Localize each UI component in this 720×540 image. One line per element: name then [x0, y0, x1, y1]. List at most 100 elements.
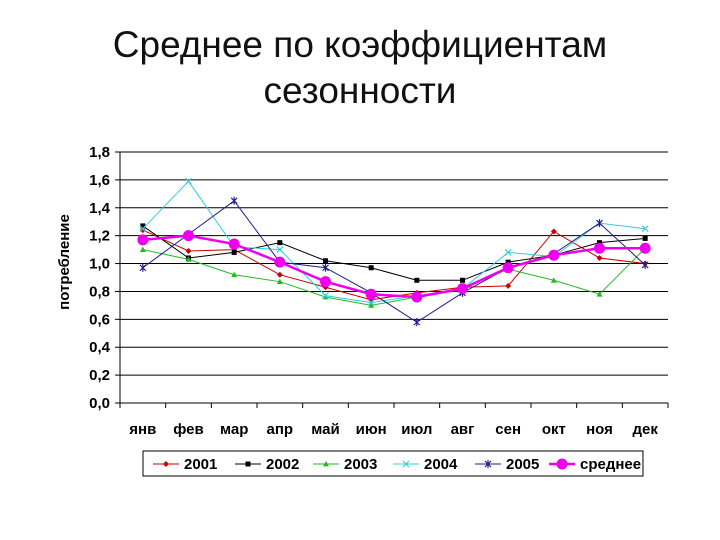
x-tick-label: ноя — [586, 421, 613, 438]
legend-label: 2003 — [344, 456, 377, 473]
legend-item-среднее: среднее — [549, 456, 641, 473]
series-2005 — [139, 196, 649, 327]
data-point — [550, 228, 557, 235]
data-point — [137, 234, 149, 246]
series-line — [142, 247, 646, 306]
chart-title: Среднее по коэффициентам сезонности — [0, 22, 720, 114]
x-tick-label: дек — [632, 421, 658, 438]
data-point — [322, 292, 329, 300]
data-point — [139, 225, 147, 233]
legend-item-2003: 2003 — [313, 456, 377, 473]
legend-label: 2001 — [184, 456, 217, 473]
data-point — [594, 242, 605, 254]
y-axis-ticks: 0,0 0,2 0,4 0,6 0,8 1,0 1,2 1,4 1,6 1,8 — [89, 144, 120, 412]
data-point — [484, 460, 492, 468]
series-line — [142, 180, 646, 304]
data-point — [139, 227, 146, 234]
data-point — [556, 458, 568, 470]
series-line — [142, 200, 646, 323]
data-point — [504, 248, 512, 256]
data-point — [320, 276, 331, 288]
y-tick-label: 0,0 — [89, 395, 110, 412]
data-point — [183, 230, 194, 242]
data-point — [639, 242, 651, 254]
x-tick-label: июн — [356, 421, 387, 438]
data-point — [185, 248, 192, 255]
data-point — [642, 235, 648, 241]
series-line — [142, 234, 646, 299]
x-tick-label: янв — [129, 421, 156, 438]
legend-label: среднее — [580, 456, 641, 473]
x-tick-label: апр — [267, 421, 294, 438]
data-point — [641, 225, 649, 233]
data-point — [276, 271, 283, 278]
data-point — [367, 299, 375, 307]
y-tick-label: 1,4 — [89, 200, 111, 217]
legend-label: 2002 — [266, 456, 299, 473]
y-tick-label: 0,2 — [89, 367, 110, 384]
data-point — [228, 238, 240, 250]
x-tick-label: фев — [173, 421, 204, 438]
data-point — [231, 271, 238, 278]
x-tick-label: окт — [542, 421, 566, 438]
data-point — [368, 302, 375, 308]
data-point — [163, 461, 169, 467]
legend: 2001 2002 2003 2004 2005 среднее — [142, 450, 644, 477]
x-tick-label: авг — [451, 421, 475, 438]
legend-label: 2005 — [506, 456, 539, 473]
data-point — [596, 219, 603, 228]
data-point — [402, 460, 410, 468]
data-point — [185, 256, 192, 262]
y-tick-label: 0,4 — [89, 339, 111, 356]
data-point — [245, 461, 251, 467]
x-tick-label: мар — [220, 421, 248, 438]
data-point — [277, 240, 283, 246]
x-tick-label: май — [311, 421, 339, 438]
data-point — [411, 291, 423, 303]
series-group — [137, 177, 651, 327]
y-axis-label: потребление — [56, 214, 73, 310]
legend-label: 2004 — [424, 456, 458, 473]
data-point — [323, 461, 329, 467]
data-point — [322, 294, 329, 300]
data-point — [413, 318, 421, 327]
data-point — [139, 246, 146, 253]
legend-item-2004: 2004 — [393, 456, 458, 473]
data-point — [550, 277, 557, 283]
data-point — [502, 262, 514, 274]
data-point — [597, 240, 602, 246]
data-point — [231, 249, 237, 255]
y-tick-label: 0,6 — [89, 311, 110, 328]
legend-item-2005: 2005 — [475, 456, 539, 473]
y-tick-label: 0,8 — [89, 283, 110, 300]
data-point — [365, 288, 377, 300]
data-point — [276, 278, 283, 285]
legend-item-2002: 2002 — [235, 456, 299, 473]
x-tick-label: июл — [401, 421, 432, 438]
y-tick-label: 1,2 — [89, 228, 110, 245]
data-point — [641, 260, 649, 269]
data-point — [596, 291, 603, 297]
chart-title-line-1: Среднее по коэффициентам — [112, 24, 608, 65]
data-point — [505, 259, 511, 265]
data-point — [140, 223, 146, 229]
series-среднее — [137, 230, 651, 303]
y-tick-label: 1,8 — [89, 144, 110, 161]
y-tick-label: 1,6 — [89, 172, 110, 189]
data-point — [548, 249, 560, 261]
data-point — [274, 256, 286, 268]
data-point — [460, 277, 465, 283]
x-axis-ticks: янв фев мар апр май июн июл авг сен окт ноя дек — [119, 403, 669, 438]
y-tick-label: 1,0 — [89, 256, 110, 273]
data-point — [323, 258, 328, 264]
data-point — [457, 283, 468, 295]
data-point — [139, 263, 147, 272]
data-point — [230, 196, 238, 205]
data-point — [322, 263, 329, 272]
data-point — [276, 246, 284, 254]
axes — [119, 152, 668, 404]
data-point — [185, 177, 192, 185]
legend-item-2001: 2001 — [153, 456, 217, 473]
data-point — [505, 282, 512, 289]
